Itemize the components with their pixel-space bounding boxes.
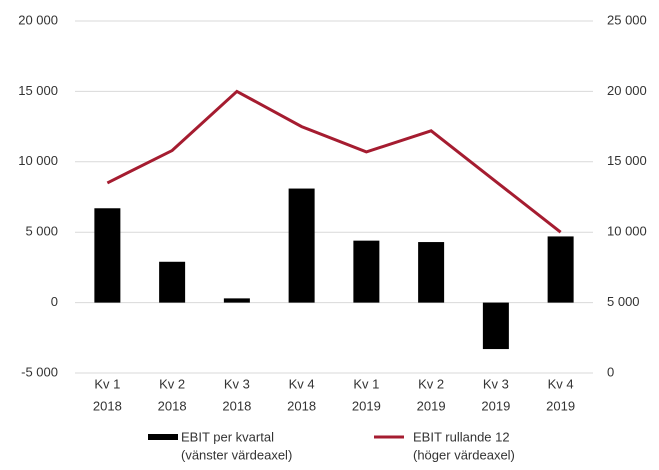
bar <box>547 236 574 303</box>
y-tick-label: -5 000 <box>21 364 58 379</box>
x-tick-label: Kv 4 <box>548 376 574 391</box>
x-tick-label: Kv 1 <box>94 376 120 391</box>
y2-tick-label: 25 000 <box>607 12 647 27</box>
x-tick-label: 2019 <box>481 398 510 413</box>
y-tick-label: 15 000 <box>18 83 58 98</box>
bar <box>418 242 445 303</box>
legend-label: EBIT per kvartal <box>181 429 274 444</box>
x-tick-label: Kv 2 <box>418 376 444 391</box>
x-tick-label: Kv 1 <box>353 376 379 391</box>
legend-label: (vänster värdeaxel) <box>181 447 292 462</box>
y2-tick-label: 5 000 <box>607 294 640 309</box>
legend-label: EBIT rullande 12 <box>413 429 510 444</box>
x-tick-label: 2018 <box>93 398 122 413</box>
line <box>106 89 562 234</box>
x-tick-label: 2018 <box>222 398 251 413</box>
legend-label: (höger värdeaxel) <box>413 447 515 462</box>
y-tick-label: 0 <box>51 294 58 309</box>
x-tick-label: 2019 <box>417 398 446 413</box>
x-tick-label: 2019 <box>352 398 381 413</box>
y2-tick-label: 10 000 <box>607 224 647 239</box>
bar <box>223 298 250 303</box>
bar <box>288 188 315 303</box>
x-tick-label: Kv 4 <box>289 376 315 391</box>
x-tick-label: 2018 <box>287 398 316 413</box>
y-tick-label: 10 000 <box>18 153 58 168</box>
y-tick-label: 5 000 <box>25 224 58 239</box>
y-tick-label: 20 000 <box>18 12 58 27</box>
x-tick-label: Kv 2 <box>159 376 185 391</box>
y2-tick-label: 15 000 <box>607 153 647 168</box>
bar <box>94 208 121 303</box>
bar <box>482 302 509 350</box>
bar <box>159 261 186 303</box>
y2-tick-label: 0 <box>607 364 614 379</box>
x-tick-label: Kv 3 <box>483 376 509 391</box>
x-tick-label: 2019 <box>546 398 575 413</box>
legend-swatch <box>148 434 178 440</box>
bar <box>353 240 380 303</box>
y2-tick-label: 20 000 <box>607 83 647 98</box>
x-tick-label: Kv 3 <box>224 376 250 391</box>
x-tick-label: 2018 <box>158 398 187 413</box>
